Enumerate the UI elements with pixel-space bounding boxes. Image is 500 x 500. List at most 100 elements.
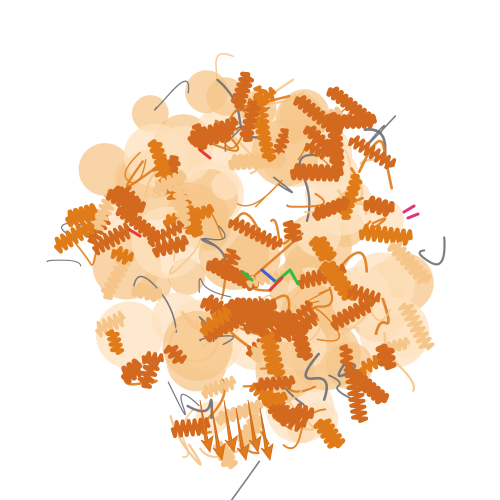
- ligand-stick: [406, 212, 420, 220]
- coil-segment: [230, 460, 261, 500]
- coil-segment: [167, 381, 200, 416]
- beta-strand: [235, 407, 250, 461]
- beta-strand: [211, 407, 226, 461]
- coil-segment: [248, 232, 304, 292]
- helix-ribbon: [338, 173, 363, 220]
- coil-segment: [270, 218, 298, 245]
- helix-ribbon: [343, 365, 369, 424]
- body-patch: [185, 70, 229, 114]
- coil-segment: [236, 179, 283, 208]
- coil-segment: [198, 278, 232, 298]
- helix-ribbon: [267, 401, 298, 427]
- helix-ribbon: [253, 120, 277, 163]
- coil-segment: [304, 352, 328, 401]
- ligand-stick: [198, 148, 212, 160]
- beta-strand: [247, 399, 262, 453]
- helix-ribbon: [152, 234, 189, 258]
- helix-ribbon: [105, 329, 125, 356]
- helix-ribbon: [273, 300, 313, 343]
- helix-ribbon: [313, 418, 346, 449]
- helix-ribbon: [228, 216, 283, 250]
- ligand-stick: [128, 228, 142, 238]
- beta-strand: [223, 399, 238, 453]
- coil-segment: [210, 53, 234, 94]
- helix-ribbon: [163, 344, 187, 364]
- helix-ribbon: [326, 86, 377, 126]
- helix-ribbon: [115, 205, 160, 241]
- helix-ribbon: [398, 302, 435, 351]
- helix-ribbon: [375, 343, 397, 371]
- helix-ribbon: [254, 375, 296, 392]
- coil-segment: [181, 408, 195, 458]
- helix-ribbon: [199, 306, 231, 337]
- coil-segment: [124, 151, 147, 184]
- helix-ribbon: [95, 310, 126, 338]
- helix-ribbon: [131, 282, 163, 303]
- helix-ribbon: [171, 184, 192, 229]
- coil-segment: [282, 408, 327, 450]
- helix-ribbon: [308, 236, 337, 262]
- helix-ribbon: [227, 152, 287, 171]
- coil-segment: [75, 243, 98, 266]
- helix-ribbon: [358, 223, 413, 246]
- beta-strand: [259, 407, 274, 461]
- helix-ribbon: [147, 220, 185, 248]
- helix-ribbon: [387, 241, 432, 285]
- helix-ribbon: [289, 403, 315, 424]
- coil-segment: [200, 225, 226, 247]
- ligand-stick: [402, 204, 416, 214]
- helix-ribbon: [249, 307, 270, 337]
- helix-ribbon: [54, 214, 101, 254]
- ligand-stick: [260, 268, 278, 284]
- body-patch: [211, 171, 240, 200]
- helix-ribbon: [339, 344, 354, 369]
- helix-ribbon: [110, 246, 134, 265]
- helix-ribbon: [170, 417, 211, 439]
- coil-segment: [132, 275, 178, 333]
- helix-ribbon: [261, 391, 288, 407]
- helix-ribbon: [116, 185, 140, 205]
- coil-segment: [304, 183, 363, 214]
- helix-ribbon: [303, 125, 344, 162]
- ligand-stick: [288, 268, 300, 286]
- coil-segment: [418, 236, 446, 266]
- coil-segment: [383, 331, 416, 392]
- helix-ribbon: [289, 163, 344, 182]
- beta-strand: [199, 399, 214, 453]
- coil-segment: [46, 259, 82, 267]
- helix-ribbon: [141, 351, 164, 367]
- helix-ribbon: [92, 222, 132, 256]
- coil-segment: [125, 160, 159, 189]
- coil-segment: [180, 310, 212, 344]
- coil-segment: [186, 398, 214, 420]
- helix-ribbon: [290, 327, 314, 361]
- helix-ribbon: [363, 195, 395, 217]
- coil-segment: [153, 80, 190, 111]
- helix-ribbon: [121, 358, 143, 385]
- helix-ribbon: [201, 375, 237, 400]
- helix-ribbon: [212, 440, 238, 470]
- coil-segment: [216, 78, 265, 139]
- coil-segment: [272, 176, 294, 194]
- helix-ribbon: [65, 203, 98, 228]
- helix-ribbon: [137, 358, 160, 389]
- helix-ribbon: [152, 169, 187, 197]
- helix-ribbon: [282, 219, 303, 243]
- helix-ribbon: [215, 399, 264, 426]
- helix-ribbon: [348, 135, 397, 170]
- helix-ribbon: [347, 284, 381, 307]
- helix-ribbon: [230, 71, 255, 110]
- coil-segment: [286, 192, 325, 208]
- helix-ribbon: [194, 124, 234, 149]
- protein-helices: [54, 71, 435, 470]
- helix-ribbon: [304, 140, 331, 160]
- coil-segment: [234, 212, 263, 242]
- helix-ribbon: [239, 100, 261, 143]
- ligand-stick: [241, 270, 254, 282]
- ligand-stick: [268, 276, 284, 292]
- coil-segment: [374, 297, 390, 336]
- helix-ribbon: [182, 205, 204, 238]
- helix-ribbon: [330, 297, 373, 331]
- helix-ribbon: [312, 195, 351, 221]
